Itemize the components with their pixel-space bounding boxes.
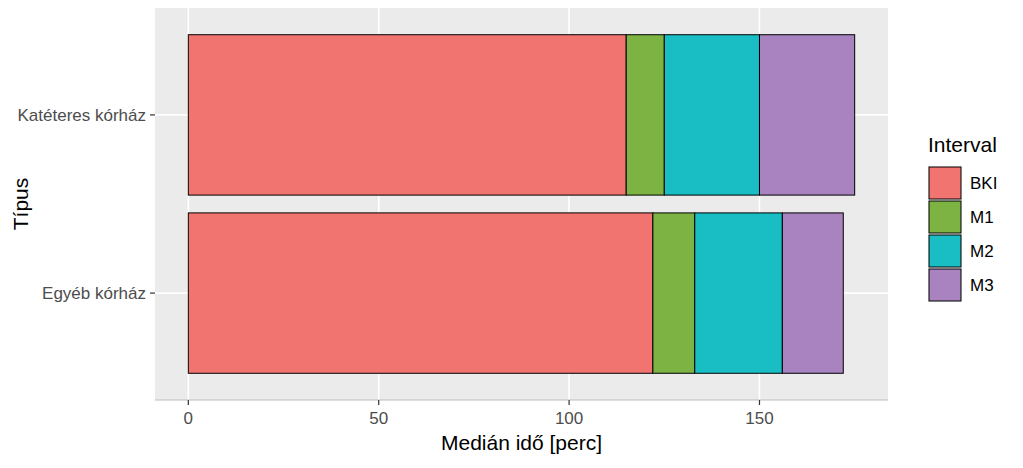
y-axis-title: Típus <box>9 178 32 231</box>
tick-mark <box>150 114 155 115</box>
tick-label: 0 <box>184 409 193 428</box>
legend-title: Interval <box>928 133 997 156</box>
bar-segment <box>695 213 783 373</box>
legend-key-bg <box>928 234 962 268</box>
legend-key <box>929 201 961 233</box>
tick-mark <box>188 400 189 405</box>
legend-label: BKI <box>970 174 997 193</box>
bar-segment <box>626 35 664 195</box>
x-axis-line <box>155 400 888 401</box>
category-label: Katéteres kórház <box>17 106 146 125</box>
tick-mark <box>378 400 379 405</box>
legend-key-bg <box>928 166 962 200</box>
legend-key <box>929 269 961 301</box>
legend-label: M1 <box>970 208 994 227</box>
legend-label: M2 <box>970 242 994 261</box>
tick-mark <box>150 292 155 293</box>
tick-mark <box>759 400 760 405</box>
legend-key <box>929 235 961 267</box>
bar-segment <box>759 35 854 195</box>
legend-key-bg <box>928 200 962 234</box>
tick-label: 50 <box>369 409 388 428</box>
legend-key-bg <box>928 268 962 302</box>
plot-background <box>155 8 888 400</box>
tick-label: 150 <box>745 409 773 428</box>
bar-segment <box>782 213 843 373</box>
bar-segment <box>653 213 695 373</box>
legend-key <box>929 167 961 199</box>
bar-segment <box>188 213 653 373</box>
bar-segment <box>664 35 759 195</box>
legend-label: M3 <box>970 276 994 295</box>
bar-segment <box>188 35 626 195</box>
tick-mark <box>568 400 569 405</box>
category-label: Egyéb kórház <box>42 284 146 303</box>
chart: 0 50 100 150 Katéteres kórház Egyéb kórház Med… <box>0 0 1023 468</box>
tick-label: 100 <box>555 409 583 428</box>
chart-root: 0 50 100 150 Katéteres kórház Egyéb kórház Med… <box>0 0 1023 468</box>
x-axis-title: Medián idő [perc] <box>441 431 602 454</box>
bars <box>188 35 854 374</box>
